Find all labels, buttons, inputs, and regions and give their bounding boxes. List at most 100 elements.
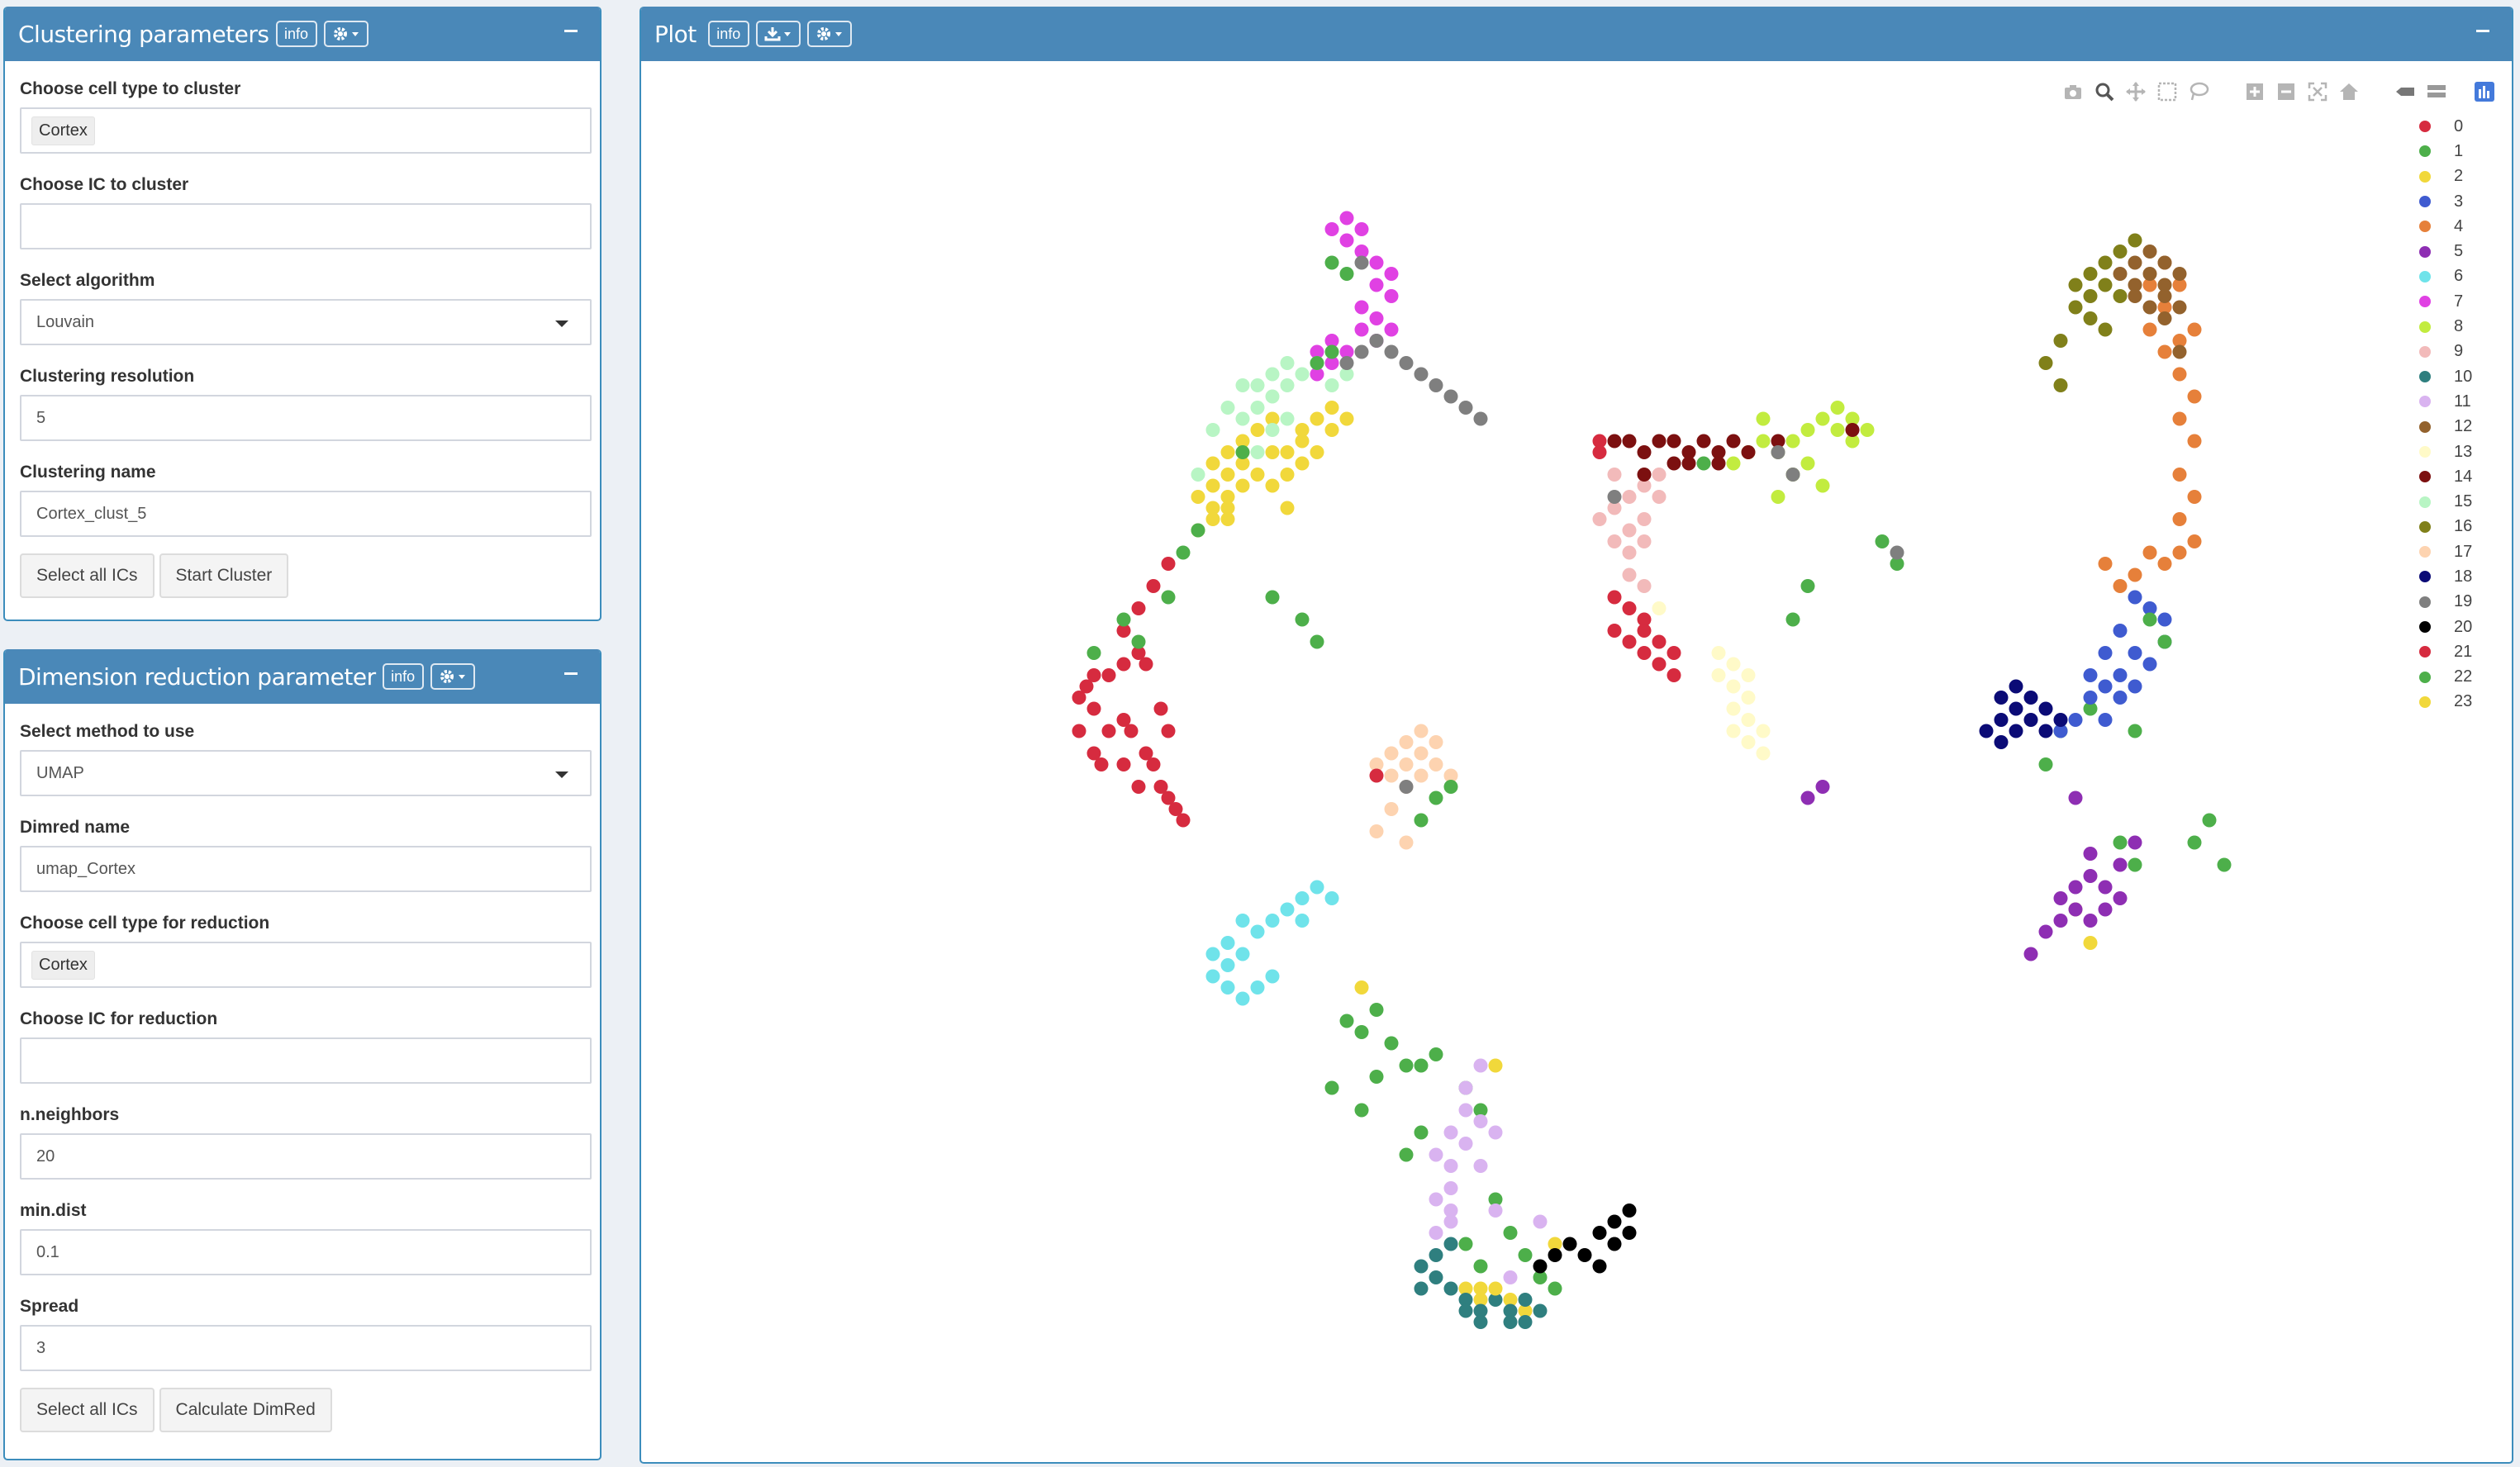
legend-label: 10 [2454,367,2473,386]
chevron-down-icon [555,771,568,778]
legend-item-13[interactable]: 13 [2419,439,2472,464]
box-select-icon[interactable] [2156,81,2178,102]
plotly-logo-icon[interactable] [2474,81,2495,102]
min-dist-input[interactable]: 0.1 [20,1229,592,1275]
legend-marker [2419,221,2431,233]
lasso-select-icon[interactable] [2188,81,2209,102]
ic-for-reduction-input[interactable] [20,1037,592,1084]
cell-type-for-reduction-label: Choose cell type for reduction [20,914,270,933]
legend-item-5[interactable]: 5 [2419,239,2472,263]
dimred-info-button[interactable]: info [382,663,424,690]
calculate-dimred-button[interactable]: Calculate DimRed [159,1388,332,1432]
min-dist-label: min.dist [20,1201,87,1220]
algorithm-label: Select algorithm [20,271,155,290]
ic-to-cluster-input[interactable] [20,203,592,249]
legend-item-23[interactable]: 23 [2419,690,2472,715]
plot-info-button[interactable]: info [707,21,749,47]
clustering-settings-button[interactable] [323,21,368,47]
legend-item-15[interactable]: 15 [2419,489,2472,514]
plot-title: Plot [654,20,697,48]
legend-label: 4 [2454,216,2464,235]
legend-label: 7 [2454,292,2464,311]
legend-marker [2419,621,2431,634]
legend-item-14[interactable]: 14 [2419,464,2472,489]
legend-marker [2419,145,2431,158]
plot-collapse-icon[interactable] [2474,18,2492,43]
legend-item-0[interactable]: 0 [2419,114,2472,139]
plot-header: Plot info [641,7,2512,61]
legend-marker [2419,496,2431,508]
legend-label: 3 [2454,192,2464,211]
legend-marker [2419,371,2431,383]
legend-label: 0 [2454,116,2464,135]
reset-axes-icon[interactable] [2338,81,2360,102]
dimred-collapse-icon[interactable] [562,661,580,686]
select-all-ics-button[interactable]: Select all ICs [20,1388,155,1432]
clustering-parameters-box: Clustering parameters info Choose cell t… [3,7,601,621]
legend-item-22[interactable]: 22 [2419,665,2472,690]
legend-item-21[interactable]: 21 [2419,639,2472,664]
legend-item-16[interactable]: 16 [2419,515,2472,539]
legend-item-17[interactable]: 17 [2419,539,2472,564]
spread-input[interactable]: 3 [20,1325,592,1371]
ic-for-reduction-label: Choose IC for reduction [20,1009,218,1028]
legend-item-12[interactable]: 12 [2419,415,2472,439]
n-neighbors-label: n.neighbors [20,1105,120,1124]
start-cluster-button[interactable]: Start Cluster [159,553,289,598]
plot-settings-button[interactable] [806,21,852,47]
legend-item-8[interactable]: 8 [2419,314,2472,339]
legend-item-1[interactable]: 1 [2419,139,2472,164]
dimred-name-input[interactable]: umap_Cortex [20,846,592,892]
legend-label: 5 [2454,242,2464,261]
dimred-name-label: Dimred name [20,818,131,837]
legend-label: 16 [2454,517,2473,536]
clustering-resolution-input[interactable]: 5 [20,395,592,441]
legend-item-7[interactable]: 7 [2419,289,2472,314]
clustering-name-input[interactable]: Cortex_clust_5 [20,491,592,537]
zoom-icon[interactable] [2094,81,2115,102]
method-select[interactable]: UMAP [20,750,592,796]
legend-label: 18 [2454,567,2473,586]
gear-icon [440,670,465,683]
plot-download-button[interactable] [755,21,801,47]
legend-item-4[interactable]: 4 [2419,214,2472,239]
legend-marker [2419,121,2431,133]
clustering-resolution-label: Clustering resolution [20,367,195,386]
legend-item-10[interactable]: 10 [2419,364,2472,389]
legend-label: 20 [2454,617,2473,636]
n-neighbors-input[interactable]: 20 [20,1133,592,1180]
cell-type-for-reduction-input[interactable]: Cortex [20,942,592,988]
legend-item-3[interactable]: 3 [2419,189,2472,214]
chevron-down-icon [555,320,568,327]
dimred-settings-button[interactable] [430,663,475,690]
select-all-ics-button[interactable]: Select all ICs [20,553,155,598]
camera-icon[interactable] [2062,81,2084,102]
legend-marker [2419,596,2431,608]
algorithm-select[interactable]: Louvain [20,299,592,345]
cell-type-to-cluster-input[interactable]: Cortex [20,107,592,154]
cell-type-chip[interactable]: Cortex [31,950,95,980]
clustering-collapse-icon[interactable] [562,18,580,43]
zoom-in-icon[interactable] [2244,81,2266,102]
legend-item-9[interactable]: 9 [2419,339,2472,364]
legend-label: 2 [2454,167,2464,186]
legend-item-20[interactable]: 20 [2419,615,2472,639]
legend-item-2[interactable]: 2 [2419,164,2472,189]
zoom-out-icon[interactable] [2275,81,2297,102]
legend-marker [2419,696,2431,708]
dimension-reduction-title: Dimension reduction parameter [18,662,376,691]
legend-label: 13 [2454,442,2473,461]
spike-lines-icon[interactable] [2394,81,2416,102]
cell-type-chip[interactable]: Cortex [31,116,95,145]
legend-marker [2419,520,2431,533]
compare-hover-icon[interactable] [2426,81,2447,102]
legend-item-19[interactable]: 19 [2419,590,2472,615]
autoscale-icon[interactable] [2307,81,2328,102]
clustering-info-button[interactable]: info [275,21,317,47]
legend-item-18[interactable]: 18 [2419,564,2472,589]
pan-icon[interactable] [2125,81,2147,102]
legend-marker [2419,446,2431,458]
legend-item-11[interactable]: 11 [2419,389,2472,414]
clustering-parameters-header: Clustering parameters info [5,7,600,61]
legend-item-6[interactable]: 6 [2419,264,2472,289]
